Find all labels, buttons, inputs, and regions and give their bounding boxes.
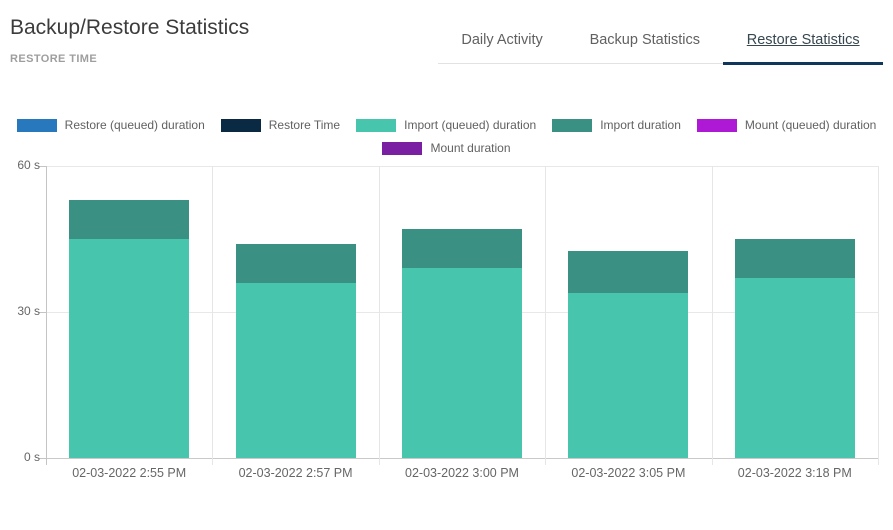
- legend-swatch-icon: [16, 118, 57, 132]
- legend-item-restore-queued-duration[interactable]: Restore (queued) duration: [16, 118, 205, 132]
- legend-swatch-icon: [382, 141, 423, 155]
- legend-item-restore-time[interactable]: Restore Time: [220, 118, 341, 132]
- x-axis-label: 02-03-2022 2:55 PM: [72, 466, 187, 480]
- legend-item-import-queued-duration[interactable]: Import (queued) duration: [356, 118, 536, 132]
- bar-segment-import-queued-duration[interactable]: [734, 277, 855, 458]
- tab-restore-statistics[interactable]: Restore Statistics: [723, 17, 883, 65]
- gridline-0s: [46, 458, 878, 459]
- gridline-60s: [46, 166, 878, 167]
- bar-segment-import-duration[interactable]: [402, 229, 522, 269]
- legend-label: Restore Time: [268, 118, 341, 132]
- y-axis-label: 60 s: [17, 158, 40, 172]
- bar-segment-import-duration[interactable]: [69, 200, 190, 239]
- legend-label: Restore (queued) duration: [64, 118, 205, 132]
- legend-item-mount-queued-duration[interactable]: Mount (queued) duration: [696, 118, 877, 132]
- bar-segment-import-queued-duration[interactable]: [402, 268, 522, 458]
- tab-bar: Daily Activity Backup Statistics Restore S…: [438, 17, 883, 65]
- legend-label: Import (queued) duration: [404, 118, 537, 132]
- legend-label: Mount (queued) duration: [744, 118, 877, 132]
- legend-label: Mount duration: [430, 141, 511, 155]
- y-axis-tick: [39, 458, 46, 459]
- x-axis-label: 02-03-2022 3:00 PM: [405, 466, 519, 480]
- y-axis-tick: [39, 312, 46, 313]
- bar-segment-import-duration[interactable]: [235, 243, 356, 283]
- tab-backup-statistics[interactable]: Backup Statistics: [566, 17, 723, 65]
- y-axis-label: 30 s: [17, 304, 40, 318]
- legend-swatch-icon: [220, 118, 261, 132]
- bar-segment-import-queued-duration[interactable]: [69, 239, 190, 458]
- tab-daily-activity[interactable]: Daily Activity: [438, 17, 566, 65]
- x-axis-label: 02-03-2022 2:57 PM: [238, 466, 353, 480]
- x-axis-label: 02-03-2022 3:05 PM: [571, 466, 686, 480]
- y-axis-tick: [39, 166, 46, 167]
- y-axis-line: [46, 166, 47, 465]
- bar-segment-import-duration[interactable]: [568, 251, 689, 293]
- legend-swatch-icon: [552, 118, 593, 132]
- column-gridline: [712, 166, 713, 465]
- x-axis-label: 02-03-2022 3:18 PM: [737, 466, 852, 480]
- legend-item-import-duration[interactable]: Import duration: [552, 118, 681, 132]
- legend-swatch-icon: [696, 118, 737, 132]
- column-gridline: [878, 166, 879, 465]
- bar-segment-import-queued-duration[interactable]: [568, 292, 689, 458]
- column-gridline: [212, 166, 213, 465]
- legend-swatch-icon: [356, 118, 397, 132]
- legend-label: Import duration: [600, 118, 681, 132]
- chart-subtitle: RESTORE TIME: [10, 53, 98, 65]
- y-axis-label: 0 s: [23, 450, 40, 464]
- page-title: Backup/Restore Statistics: [10, 16, 250, 39]
- chart-legend: Restore (queued) duration Restore Time Imp…: [4, 118, 889, 155]
- bar-segment-import-queued-duration[interactable]: [235, 282, 356, 458]
- column-gridline: [379, 166, 380, 465]
- legend-item-mount-duration[interactable]: Mount duration: [382, 141, 511, 155]
- bar-segment-import-duration[interactable]: [734, 239, 855, 278]
- column-gridline: [545, 166, 546, 465]
